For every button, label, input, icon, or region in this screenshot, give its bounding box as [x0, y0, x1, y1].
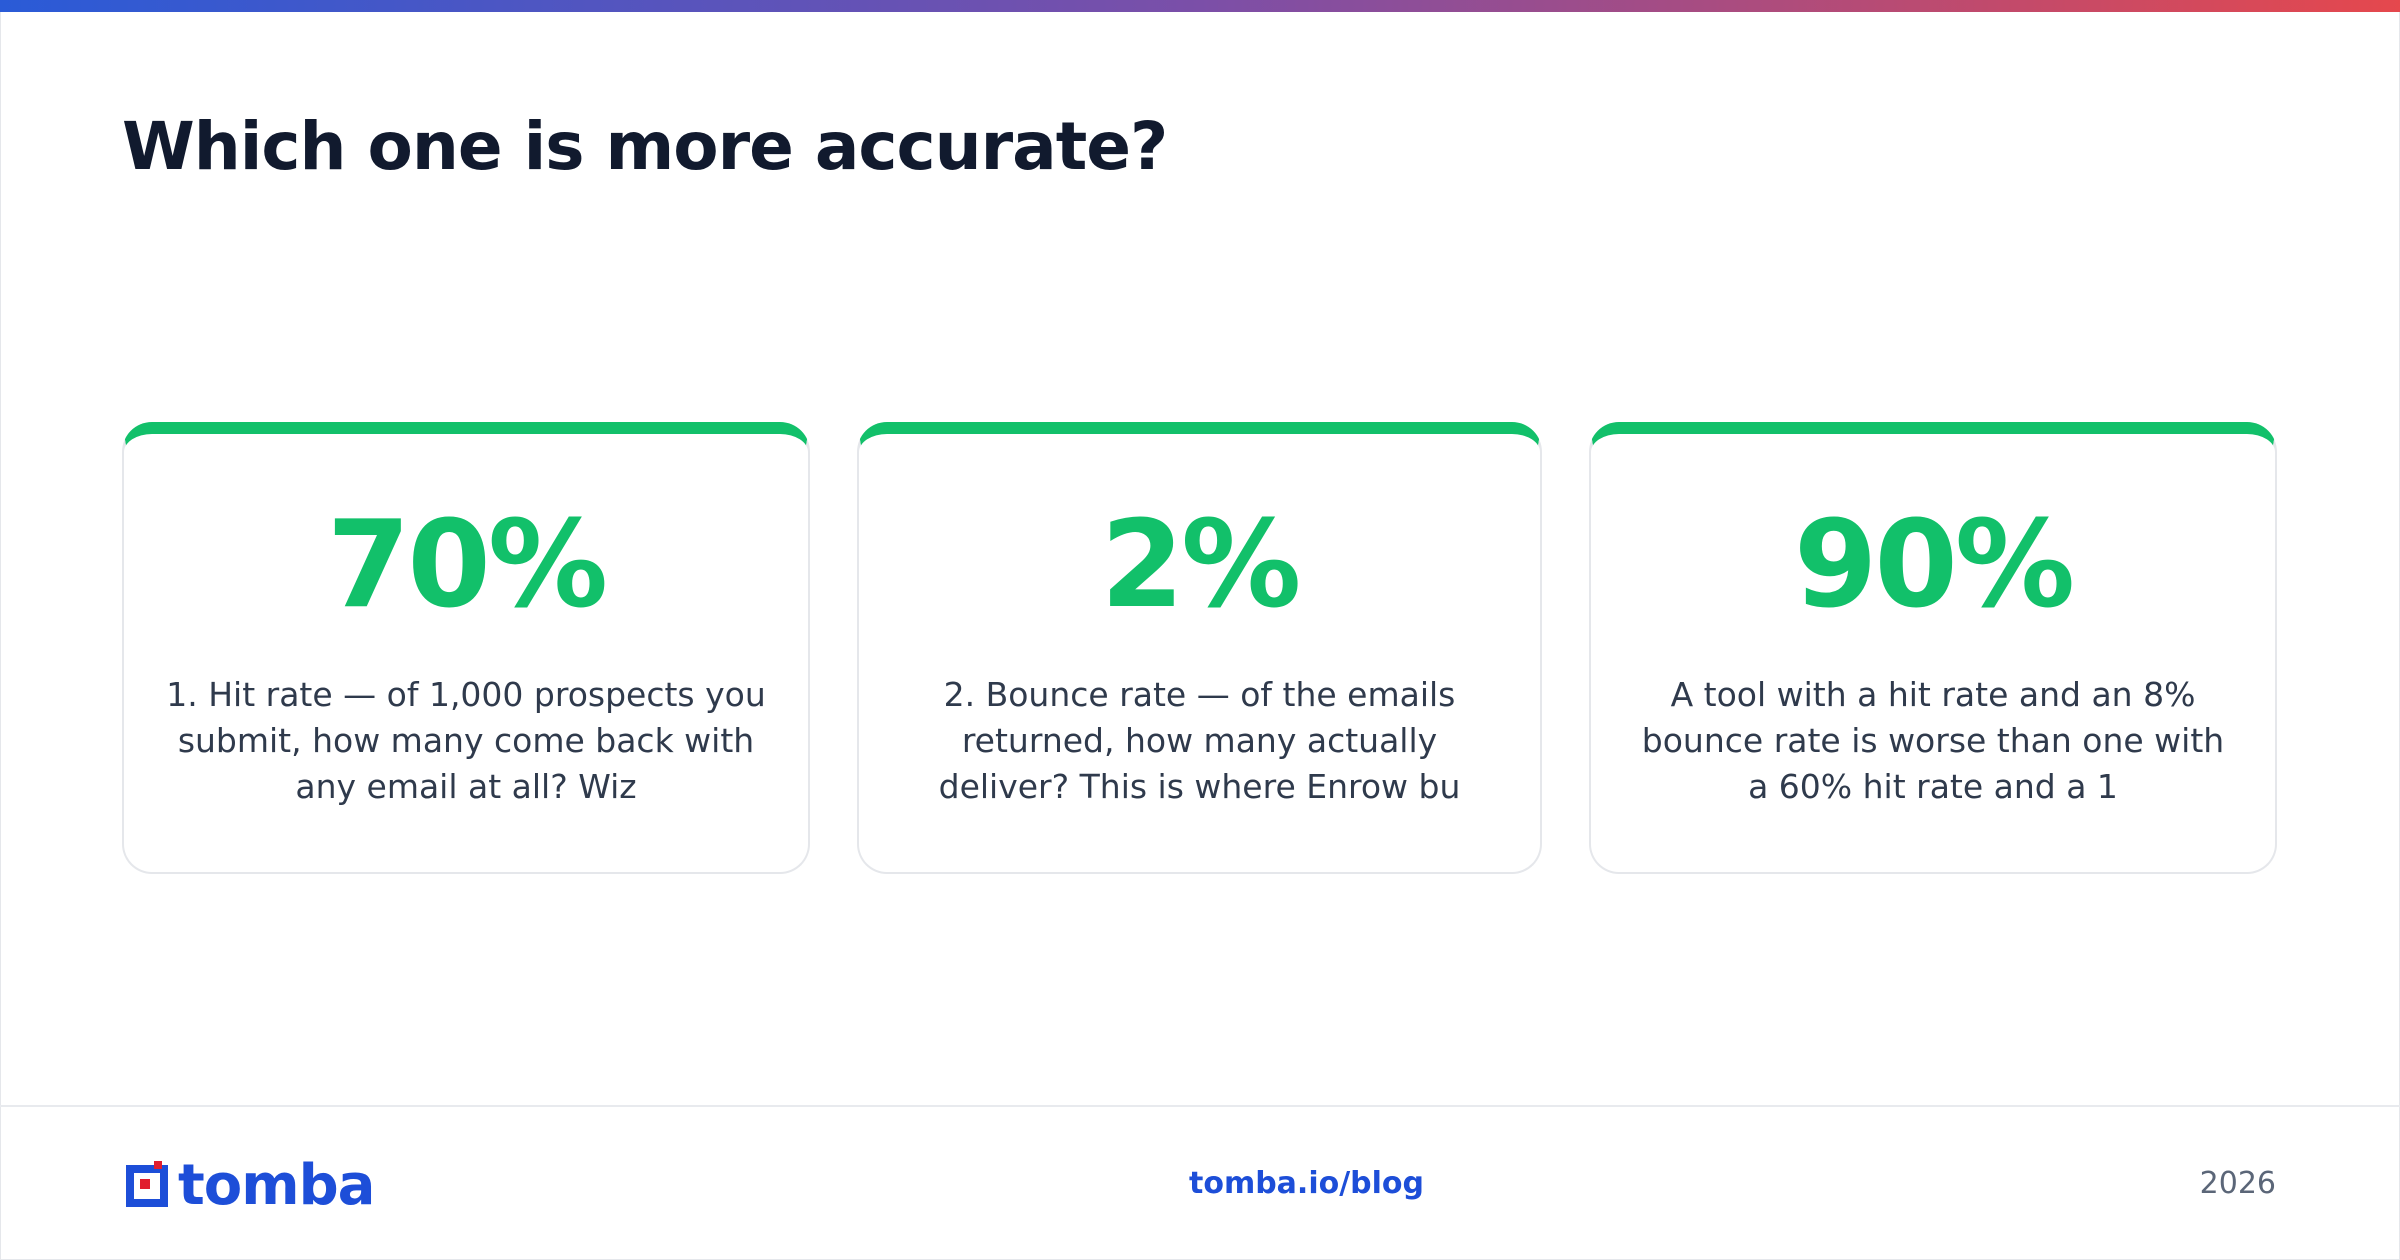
- card-text: 2. Bounce rate — of the emails returned,…: [938, 675, 1461, 806]
- footer-year: 2026: [2199, 1166, 2276, 1201]
- stat: 90%: [1793, 496, 2075, 635]
- footer-link[interactable]: tomba.io/blog: [1189, 1166, 1425, 1201]
- card-text: A tool with a hit rate and an 8% bounce …: [1641, 675, 2225, 806]
- card: 2% 2. Bounce rate — of the emails return…: [857, 422, 1542, 874]
- title: Which one is more accurate?: [122, 108, 1168, 185]
- stat: 2%: [1100, 496, 1302, 635]
- logo-text: tomba: [178, 1153, 375, 1218]
- top-bar: [0, 0, 2400, 12]
- divider: [0, 1105, 2400, 1107]
- stat: 70%: [326, 496, 608, 635]
- card: 70% 1. Hit rate — of 1,000 prospects you…: [122, 422, 810, 874]
- card-text: 1. Hit rate — of 1,000 prospects you sub…: [166, 675, 766, 806]
- card: 90% A tool with a hit rate and an 8% bou…: [1589, 422, 2277, 874]
- logo-icon: [126, 1161, 168, 1207]
- logo: tomba: [122, 1153, 375, 1218]
